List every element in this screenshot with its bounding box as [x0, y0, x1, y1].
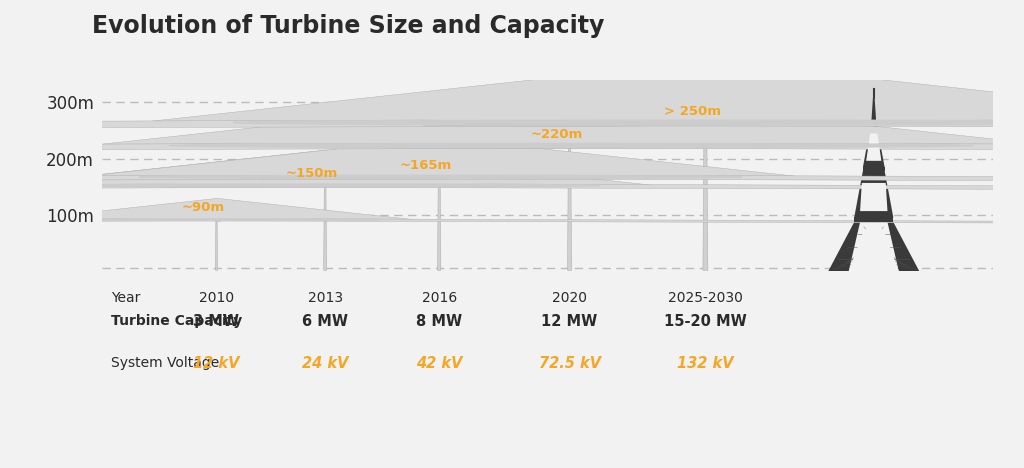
Polygon shape — [215, 220, 217, 271]
Polygon shape — [567, 144, 575, 147]
Polygon shape — [437, 178, 441, 271]
Polygon shape — [863, 122, 885, 167]
Polygon shape — [20, 198, 415, 219]
Text: Evolution of Turbine Size and Capacity: Evolution of Turbine Size and Capacity — [92, 14, 604, 38]
Polygon shape — [423, 120, 1024, 154]
Polygon shape — [863, 167, 885, 171]
Polygon shape — [866, 133, 882, 161]
Text: 42 kV: 42 kV — [416, 356, 463, 371]
Polygon shape — [215, 219, 220, 220]
Text: ~90m: ~90m — [182, 201, 225, 214]
Text: Turbine Capacity: Turbine Capacity — [112, 314, 243, 328]
Polygon shape — [324, 187, 327, 271]
Text: 6 MW: 6 MW — [302, 314, 348, 329]
Polygon shape — [119, 219, 1024, 230]
Text: System Voltage: System Voltage — [112, 356, 219, 370]
Text: 12 MW: 12 MW — [542, 314, 598, 329]
Text: 2010: 2010 — [199, 291, 234, 305]
Polygon shape — [0, 143, 812, 172]
Text: Year: Year — [112, 291, 140, 305]
Polygon shape — [0, 175, 622, 197]
Polygon shape — [162, 184, 1024, 203]
Polygon shape — [860, 183, 888, 211]
Text: 2016: 2016 — [422, 291, 457, 305]
Circle shape — [139, 176, 741, 178]
Text: 2013: 2013 — [307, 291, 343, 305]
Text: 2020: 2020 — [552, 291, 587, 305]
Polygon shape — [854, 171, 893, 218]
Polygon shape — [854, 218, 893, 222]
Text: 72.5 kV: 72.5 kV — [539, 356, 601, 371]
Polygon shape — [138, 61, 1024, 123]
Circle shape — [170, 143, 973, 147]
Polygon shape — [702, 120, 713, 124]
Text: ~220m: ~220m — [530, 127, 583, 140]
Polygon shape — [0, 120, 992, 154]
Polygon shape — [324, 184, 330, 187]
Text: > 250m: > 250m — [664, 105, 721, 118]
Polygon shape — [79, 138, 802, 177]
Text: 15-20 MW: 15-20 MW — [664, 314, 746, 329]
Polygon shape — [567, 147, 571, 271]
Polygon shape — [0, 184, 490, 203]
Polygon shape — [871, 98, 877, 122]
Polygon shape — [0, 150, 655, 185]
Text: 8 MW: 8 MW — [416, 314, 462, 329]
Polygon shape — [702, 124, 708, 271]
Text: 24 kV: 24 kV — [302, 356, 348, 371]
Circle shape — [232, 120, 1024, 125]
Polygon shape — [89, 93, 1024, 146]
Polygon shape — [437, 176, 444, 178]
Polygon shape — [331, 143, 1024, 172]
Text: ~150m: ~150m — [286, 167, 338, 180]
Polygon shape — [260, 175, 1024, 197]
Text: 12 kV: 12 kV — [194, 356, 240, 371]
Text: 132 kV: 132 kV — [677, 356, 733, 371]
Circle shape — [53, 219, 382, 220]
Text: 2025-2030: 2025-2030 — [668, 291, 742, 305]
Text: 3 MW: 3 MW — [194, 314, 240, 329]
Polygon shape — [849, 227, 899, 271]
Polygon shape — [0, 219, 316, 230]
Polygon shape — [828, 222, 860, 271]
Text: ~165m: ~165m — [400, 159, 453, 172]
Polygon shape — [888, 222, 920, 271]
Circle shape — [52, 184, 600, 187]
